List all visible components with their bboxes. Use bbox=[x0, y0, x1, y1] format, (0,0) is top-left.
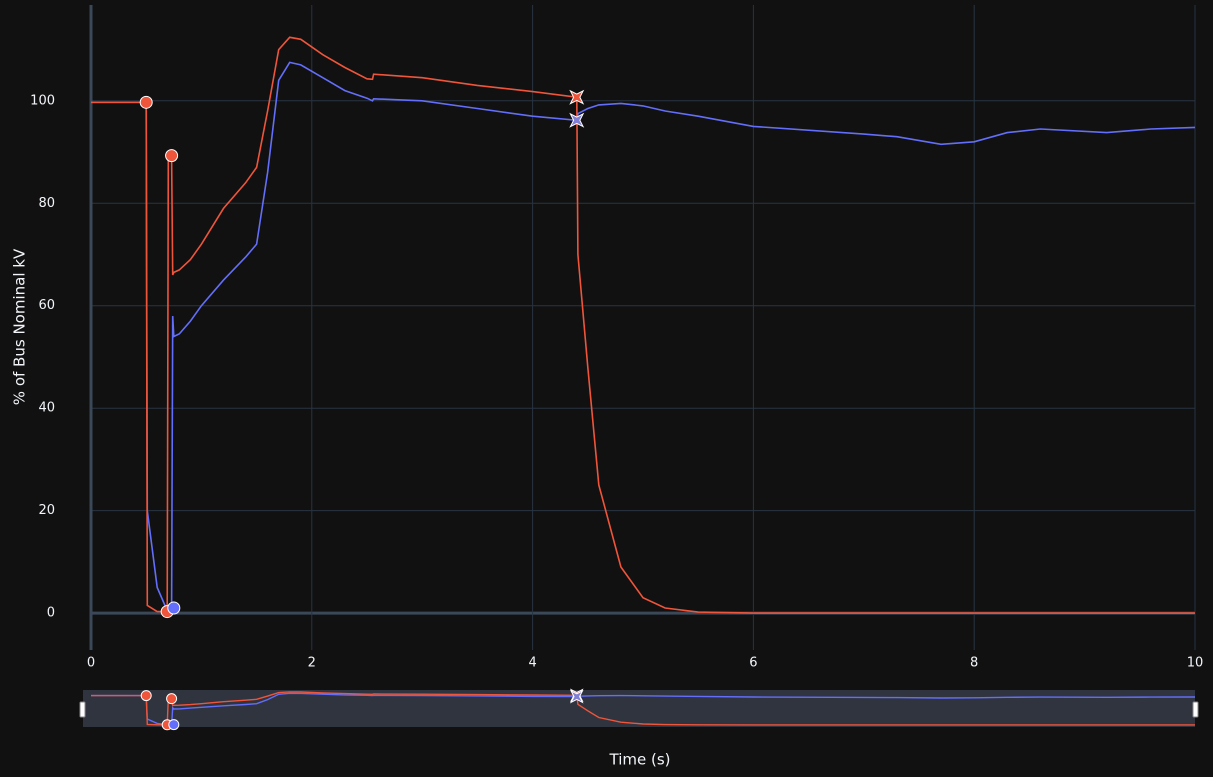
x-tick-label: 6 bbox=[749, 656, 757, 671]
x-tick-label: 8 bbox=[970, 656, 978, 671]
x-tick-label: 10 bbox=[1187, 656, 1204, 671]
slider-marker bbox=[569, 689, 584, 704]
slider-marker bbox=[166, 693, 178, 705]
slider-marker bbox=[140, 690, 152, 702]
y-tick-label: 20 bbox=[38, 503, 55, 518]
y-tick-label: 100 bbox=[30, 93, 55, 108]
x-tick-label: 0 bbox=[87, 656, 95, 671]
slider-line bbox=[91, 691, 1195, 726]
marker bbox=[167, 601, 181, 615]
y-tick-label: 60 bbox=[38, 298, 55, 313]
line bbox=[91, 36, 1195, 614]
y-tick-label: 80 bbox=[38, 196, 55, 211]
y-axis-title: % of Bus Nominal kV bbox=[11, 248, 29, 405]
y-tick-label: 40 bbox=[38, 401, 55, 416]
marker bbox=[569, 112, 585, 128]
x-tick-label: 4 bbox=[528, 656, 536, 671]
slider-line bbox=[91, 692, 1196, 726]
marker bbox=[165, 149, 179, 163]
range-handle bbox=[1192, 701, 1199, 718]
line bbox=[91, 61, 1196, 612]
marker bbox=[139, 95, 153, 109]
x-axis-title: Time (s) bbox=[609, 751, 671, 769]
range-handle bbox=[79, 701, 86, 718]
x-tick-label: 2 bbox=[308, 656, 316, 671]
marker bbox=[569, 89, 585, 105]
y-tick-label: 0 bbox=[47, 606, 55, 621]
slider-marker bbox=[168, 719, 180, 731]
